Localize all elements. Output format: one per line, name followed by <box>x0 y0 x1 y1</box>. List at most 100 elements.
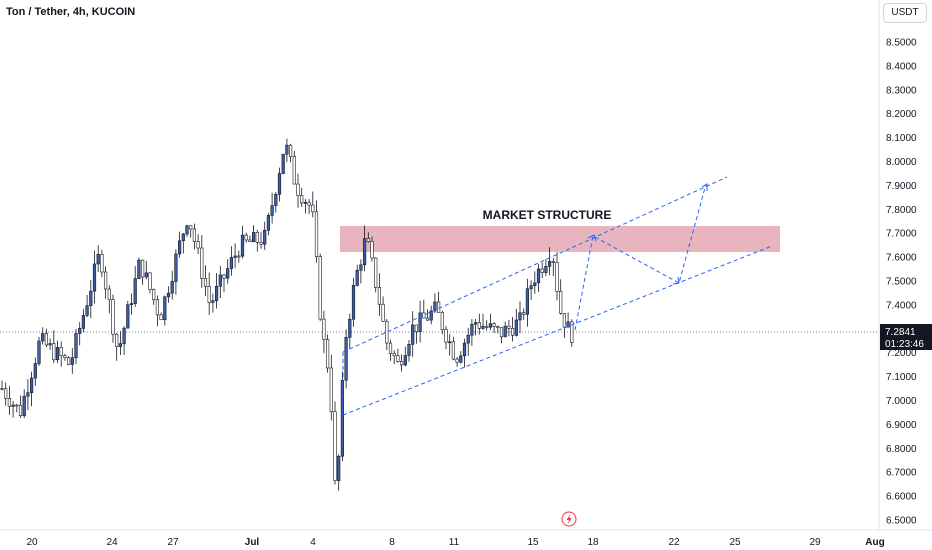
price-tick-label: 6.7000 <box>886 468 917 479</box>
candle-body <box>566 321 570 328</box>
candle-body <box>270 205 274 216</box>
price-axis[interactable]: 8.5000 8.4000 8.3000 8.2000 8.1000 8.0000 7.90… <box>886 38 917 527</box>
candle-body <box>4 388 8 399</box>
price-tick-label: 6.8000 <box>886 444 917 455</box>
candle-body <box>226 268 230 279</box>
candle-body <box>448 341 452 344</box>
candle-body <box>362 238 367 266</box>
candle-body <box>189 225 193 230</box>
time-axis[interactable]: 20 24 27 Jul 4 8 11 15 18 22 25 29 Aug <box>26 537 884 548</box>
price-tick-label: 7.4000 <box>886 300 917 311</box>
currency-button[interactable]: USDT <box>883 3 927 23</box>
market-structure-zone[interactable] <box>340 226 780 252</box>
candle-body <box>392 353 396 357</box>
candle-body <box>185 225 189 235</box>
candle-body <box>222 274 226 279</box>
ascending-channel[interactable] <box>342 176 773 416</box>
candle-body <box>510 328 515 336</box>
candle-body <box>215 285 219 302</box>
candle-body <box>0 388 4 390</box>
candle-body <box>429 310 433 321</box>
candle-body <box>281 153 285 174</box>
candle-body <box>166 292 171 298</box>
candle-body <box>52 343 56 361</box>
candle-body <box>92 263 97 292</box>
projection-arrowhead-1 <box>587 234 597 242</box>
candle-body <box>440 312 444 330</box>
candle-body <box>459 355 463 363</box>
candle-body <box>370 241 374 259</box>
lightning-icon[interactable] <box>561 511 577 527</box>
candle-body <box>544 266 548 273</box>
candle-body <box>181 233 185 242</box>
time-tick-label: Jul <box>245 537 260 548</box>
candle-body <box>300 195 304 204</box>
channel-upper-line[interactable] <box>342 176 728 353</box>
candle-body <box>414 324 419 332</box>
candle-body <box>89 290 93 306</box>
candle-body <box>525 288 529 315</box>
price-tick-label: 7.6000 <box>886 253 917 264</box>
time-tick-label: Aug <box>865 537 884 548</box>
candle-body <box>229 257 234 269</box>
candle-body <box>126 304 130 329</box>
candle-body <box>163 296 167 321</box>
candle-body <box>85 305 89 316</box>
candle-body <box>100 254 104 273</box>
candle-body <box>233 255 237 258</box>
time-tick-label: 29 <box>809 537 821 548</box>
candle-body <box>340 379 345 457</box>
candle-body <box>44 333 48 346</box>
candle-body <box>22 395 26 417</box>
candle-body <box>329 367 333 412</box>
candle-body <box>144 272 148 278</box>
candle-body <box>359 264 363 271</box>
time-tick-label: 4 <box>310 537 316 548</box>
candle-body <box>237 255 241 258</box>
candle-body <box>152 289 156 301</box>
candle-body <box>41 333 45 342</box>
candle-body <box>292 156 296 185</box>
candle-body <box>174 253 178 282</box>
candle-body <box>288 144 293 157</box>
candle-body <box>540 268 544 273</box>
candle-body <box>488 323 493 328</box>
candle-body <box>170 281 174 294</box>
candle-body <box>18 404 23 417</box>
projection-arrowhead-3 <box>701 183 708 191</box>
projection-zigzag <box>574 183 707 331</box>
candle-body <box>178 240 182 255</box>
candle-body <box>533 282 537 286</box>
candle-body <box>477 322 481 329</box>
candle-body <box>451 341 456 360</box>
candle-body <box>436 301 441 313</box>
candle-body <box>551 261 555 263</box>
candle-body <box>481 325 485 329</box>
candle-body <box>507 325 511 329</box>
candle-body <box>26 392 30 397</box>
candle-body <box>29 377 34 394</box>
candle-body <box>148 272 152 290</box>
candle-body <box>325 339 330 369</box>
candle-body <box>396 355 400 362</box>
price-tick-label: 6.9000 <box>886 420 917 431</box>
projection-path[interactable] <box>574 183 708 331</box>
candle-body <box>311 204 315 213</box>
candle-body <box>399 361 404 366</box>
candle-body <box>263 229 267 245</box>
candle-body <box>248 239 252 243</box>
bar-countdown: 01:23:46 <box>885 339 924 350</box>
candle-body <box>522 312 526 315</box>
candle-body <box>407 344 411 356</box>
candle-body <box>536 268 541 284</box>
candle-body <box>518 312 522 321</box>
candle-body <box>255 232 259 243</box>
candle-body <box>318 256 322 320</box>
candle-body <box>377 287 382 305</box>
candle-body <box>129 303 134 305</box>
candle-body <box>411 324 415 345</box>
candle-body <box>499 327 504 338</box>
candle-body <box>63 355 67 358</box>
symbol-title: Ton / Tether, 4h, KUCOIN <box>6 6 136 18</box>
